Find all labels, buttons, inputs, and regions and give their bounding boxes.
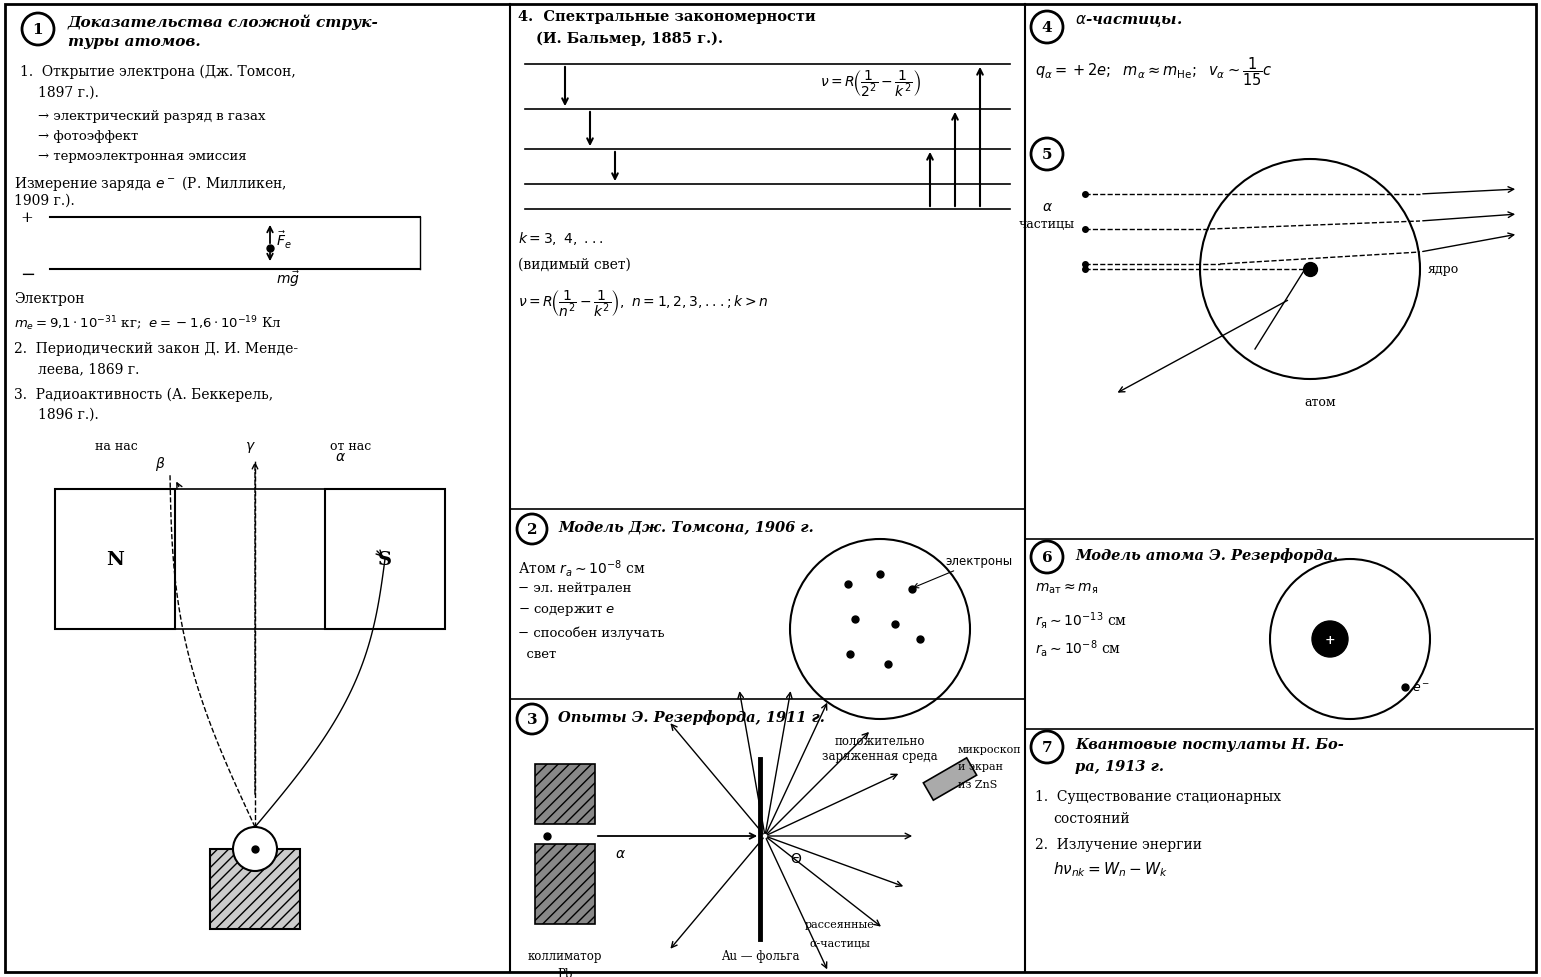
Text: $m_e = 9{,}1\cdot10^{-31}$ кг;  $e = -1{,}6\cdot10^{-19}$ Кл: $m_e = 9{,}1\cdot10^{-31}$ кг; $e = -1{,… xyxy=(14,314,282,332)
Text: Доказательства сложной струк-: Доказательства сложной струк- xyxy=(68,14,379,29)
Text: → фотоэффект: → фотоэффект xyxy=(39,130,139,143)
Text: туры атомов.: туры атомов. xyxy=(68,35,200,49)
Text: +: + xyxy=(20,211,32,225)
Text: $k = 3,\ 4,\ ...$: $k = 3,\ 4,\ ...$ xyxy=(518,230,603,247)
Text: S: S xyxy=(378,550,391,569)
Text: 2: 2 xyxy=(527,523,538,536)
Text: → термоэлектронная эмиссия: → термоэлектронная эмиссия xyxy=(39,149,247,163)
Text: ядро: ядро xyxy=(1429,263,1459,276)
Text: 1897 г.).: 1897 г.). xyxy=(39,86,99,100)
Text: коллиматор: коллиматор xyxy=(527,949,603,962)
Text: − содержит $e$: − содержит $e$ xyxy=(518,604,615,617)
Bar xyxy=(325,489,445,629)
Text: 4.  Спектральные закономерности: 4. Спектральные закономерности xyxy=(518,10,815,24)
Text: Измерение заряда $e^-$ (Р. Милликен,: Измерение заряда $e^-$ (Р. Милликен, xyxy=(14,174,287,192)
Text: +: + xyxy=(1325,633,1336,646)
Text: $\nu = R\!\left(\dfrac{1}{2^2} - \dfrac{1}{k^2}\right)$: $\nu = R\!\left(\dfrac{1}{2^2} - \dfrac{… xyxy=(820,68,922,99)
Text: Электрон: Электрон xyxy=(14,292,85,306)
Text: 1909 г.).: 1909 г.). xyxy=(14,193,76,208)
Text: 4: 4 xyxy=(1042,21,1053,35)
Circle shape xyxy=(233,828,277,871)
Text: частицы: частицы xyxy=(1019,218,1076,231)
Text: Атом $r_a \sim 10^{-8}$ см: Атом $r_a \sim 10^{-8}$ см xyxy=(518,558,646,578)
Text: 3.  Радиоактивность (А. Беккерель,: 3. Радиоактивность (А. Беккерель, xyxy=(14,388,273,402)
Text: $\gamma$: $\gamma$ xyxy=(245,440,256,454)
Text: ра, 1913 г.: ра, 1913 г. xyxy=(1076,759,1163,773)
Text: 1: 1 xyxy=(32,23,43,37)
Text: Pb: Pb xyxy=(558,967,573,977)
Circle shape xyxy=(1311,621,1348,658)
Text: $\alpha$: $\alpha$ xyxy=(615,846,626,860)
Polygon shape xyxy=(923,758,977,800)
Text: Au — фольга: Au — фольга xyxy=(721,949,800,962)
Text: $\alpha$: $\alpha$ xyxy=(334,449,345,463)
Text: $q_\alpha = +2e;\ \ m_\alpha \approx m_{\rm He};\ \ v_\alpha \sim \dfrac{1}{15}c: $q_\alpha = +2e;\ \ m_\alpha \approx m_{… xyxy=(1036,55,1273,88)
Text: $\Theta$: $\Theta$ xyxy=(791,851,803,865)
Text: 7: 7 xyxy=(1042,741,1053,754)
Text: → электрический разряд в газах: → электрический разряд в газах xyxy=(39,109,265,123)
Bar xyxy=(55,489,176,629)
Text: 3: 3 xyxy=(527,712,538,726)
Text: 6: 6 xyxy=(1042,550,1053,565)
Text: 2.  Излучение энергии: 2. Излучение энергии xyxy=(1036,837,1202,851)
Text: $r_{\rm я} \sim 10^{-13}$ см: $r_{\rm я} \sim 10^{-13}$ см xyxy=(1036,610,1126,630)
Text: $\alpha$-частицы.: $\alpha$-частицы. xyxy=(1076,14,1182,29)
Text: (видимый свет): (видимый свет) xyxy=(518,258,630,272)
Text: свет: свет xyxy=(518,648,556,660)
Text: и экран: и экран xyxy=(959,761,1003,771)
Text: − способен излучать: − способен излучать xyxy=(518,625,664,639)
Text: Квантовые постулаты Н. Бо-: Квантовые постулаты Н. Бо- xyxy=(1076,738,1344,751)
Text: атом: атом xyxy=(1304,396,1336,408)
Text: микроскоп: микроскоп xyxy=(959,744,1022,754)
Text: 1.  Открытие электрона (Дж. Томсон,: 1. Открытие электрона (Дж. Томсон, xyxy=(20,64,296,79)
Text: рассеянные: рассеянные xyxy=(804,919,875,929)
Text: $\nu = R\!\left(\dfrac{1}{n^2} - \dfrac{1}{k^2}\right),\ n = 1, 2, 3, ...; k > n: $\nu = R\!\left(\dfrac{1}{n^2} - \dfrac{… xyxy=(518,287,769,319)
Text: $\vec{F}_e$: $\vec{F}_e$ xyxy=(276,230,291,251)
Text: N: N xyxy=(106,550,123,569)
Text: положительно: положительно xyxy=(835,735,925,747)
Text: −: − xyxy=(20,266,35,283)
Text: на нас: на нас xyxy=(96,440,137,452)
Text: − эл. нейтрален: − эл. нейтрален xyxy=(518,581,632,594)
Text: $\beta$: $\beta$ xyxy=(156,454,165,473)
Text: 1.  Существование стационарных: 1. Существование стационарных xyxy=(1036,789,1281,803)
Text: 2.  Периодический закон Д. И. Менде-: 2. Периодический закон Д. И. Менде- xyxy=(14,342,297,356)
Text: $r_{\rm а} \sim 10^{-8}$ см: $r_{\rm а} \sim 10^{-8}$ см xyxy=(1036,637,1120,658)
Text: заряженная среда: заряженная среда xyxy=(823,749,938,762)
Text: Опыты Э. Резерфорда, 1911 г.: Опыты Э. Резерфорда, 1911 г. xyxy=(558,709,824,724)
Text: $m_{\rm ат} \approx m_{\rm я}$: $m_{\rm ат} \approx m_{\rm я}$ xyxy=(1036,581,1099,596)
Text: от нас: от нас xyxy=(330,440,371,452)
Text: состояний: состояний xyxy=(1053,811,1130,826)
Text: Модель атома Э. Резерфорда.: Модель атома Э. Резерфорда. xyxy=(1076,547,1338,563)
Text: 1896 г.).: 1896 г.). xyxy=(39,407,99,421)
Text: $\alpha$: $\alpha$ xyxy=(1042,199,1053,214)
Text: 5: 5 xyxy=(1042,148,1053,162)
Bar xyxy=(535,844,595,924)
Text: $e^-$: $e^-$ xyxy=(1412,681,1430,694)
Text: леева, 1869 г.: леева, 1869 г. xyxy=(39,361,139,375)
Text: $h\nu_{nk} = W_n - W_k$: $h\nu_{nk} = W_n - W_k$ xyxy=(1053,859,1168,877)
Text: Модель Дж. Томсона, 1906 г.: Модель Дж. Томсона, 1906 г. xyxy=(558,520,814,533)
Bar xyxy=(535,764,595,825)
Text: из ZnS: из ZnS xyxy=(959,780,997,789)
Text: (И. Бальмер, 1885 г.).: (И. Бальмер, 1885 г.). xyxy=(536,32,723,46)
Bar xyxy=(210,849,300,929)
Text: α-частицы: α-частицы xyxy=(809,937,871,947)
Text: электроны: электроны xyxy=(914,554,1012,588)
Text: $m\vec{g}$: $m\vec{g}$ xyxy=(276,269,300,288)
